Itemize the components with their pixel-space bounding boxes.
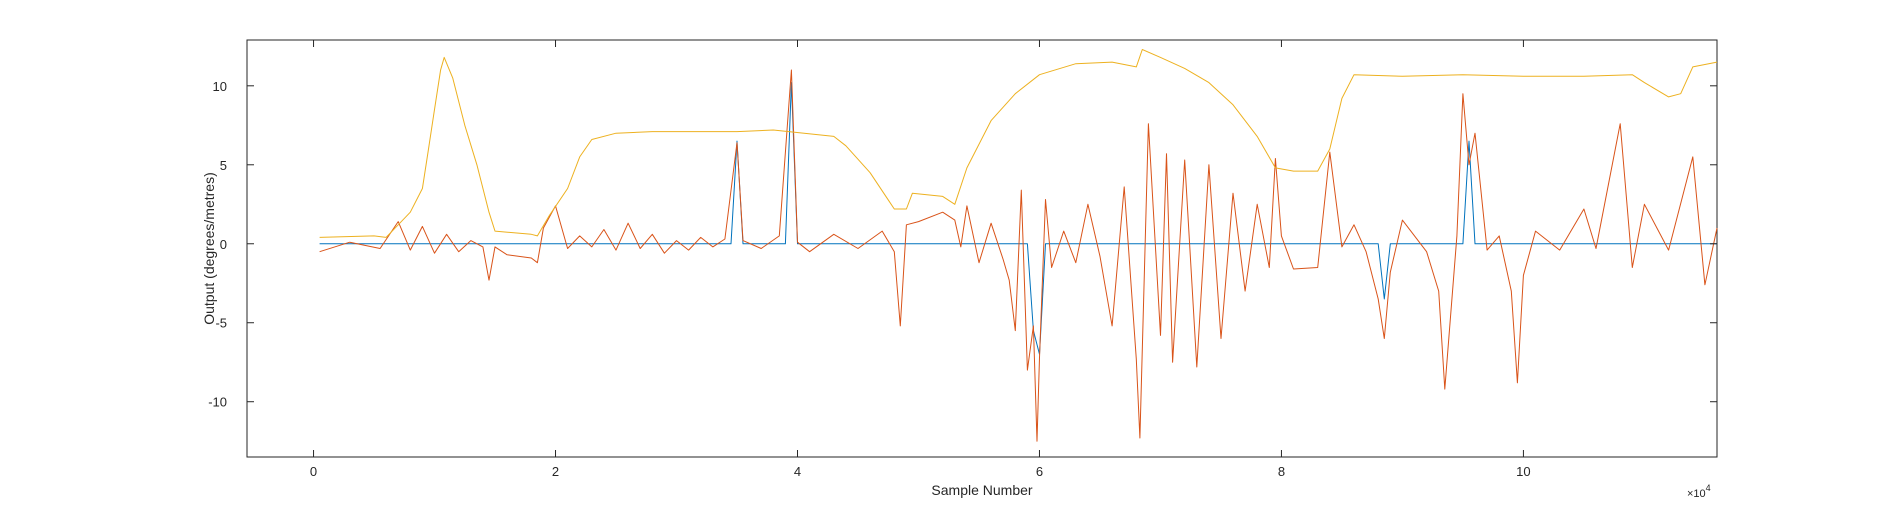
plot-area (246, 39, 1718, 458)
y-tick-label: 10 (213, 79, 227, 94)
x-axis-exponent-base: ×10 (1687, 488, 1706, 500)
y-tick-label: 0 (220, 237, 227, 252)
y-axis-ticks: 10 5 0 -5 -10 (208, 79, 1717, 410)
x-tick-label: 2 (552, 464, 559, 479)
y-axis-label: Output (degrees/metres) (201, 172, 217, 325)
y-tick-label: -5 (215, 316, 227, 331)
x-tick-label: 6 (1036, 464, 1043, 479)
x-tick-label: 0 (310, 464, 317, 479)
series-line-3 (319, 49, 1718, 238)
y-tick-label: -10 (208, 395, 227, 410)
series-line-2 (319, 69, 1718, 442)
x-tick-label: 8 (1278, 464, 1285, 479)
x-tick-label: 10 (1516, 464, 1530, 479)
x-tick-label: 4 (794, 464, 801, 479)
y-tick-label: 5 (220, 158, 227, 173)
series-layer (319, 49, 1718, 442)
x-axis-label: Sample Number (931, 482, 1032, 498)
x-axis-exponent: ×104 (1687, 483, 1711, 500)
x-axis-exponent-power: 4 (1706, 483, 1711, 493)
x-axis-ticks: 0 2 4 6 8 10 (310, 40, 1531, 479)
